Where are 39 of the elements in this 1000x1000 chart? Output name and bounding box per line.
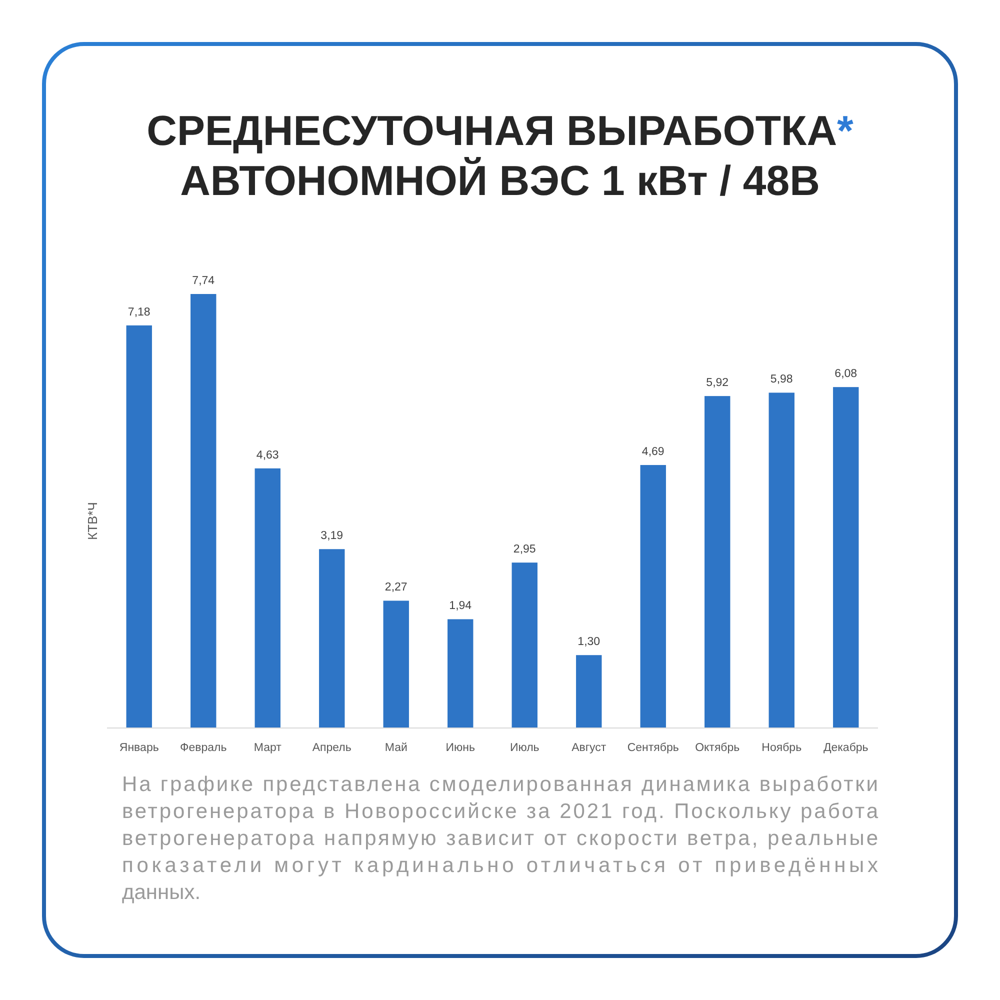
y-axis-title: КТВ*Ч [85, 502, 100, 540]
x-tick-label: Июль [510, 742, 540, 754]
x-tick-label: Сентябрь [627, 742, 679, 754]
x-tick-label: Май [384, 742, 408, 754]
x-tick-label: Январь [119, 742, 159, 754]
x-tick-label: Октябрь [695, 742, 740, 754]
x-tick-label: Июнь [446, 742, 475, 754]
x-tick-label: Август [572, 742, 607, 754]
bar [319, 549, 345, 728]
data-label: 7,74 [192, 275, 216, 287]
x-tick-label: Апрель [312, 742, 352, 754]
data-label: 3,19 [320, 530, 344, 542]
bar [576, 655, 602, 728]
data-label: 1,30 [578, 636, 600, 648]
bar [190, 294, 216, 728]
bar [640, 465, 666, 728]
x-tick-label: Декабрь [823, 742, 868, 754]
bar [512, 562, 538, 728]
x-tick-label: Март [254, 742, 282, 754]
bar [768, 392, 794, 728]
bar [383, 600, 409, 728]
data-label: 4,63 [256, 449, 279, 462]
data-label: 1,94 [449, 600, 472, 612]
data-label: 2,95 [513, 544, 536, 556]
data-label: 4,69 [642, 446, 664, 458]
bar [704, 396, 730, 728]
bar [448, 619, 474, 728]
bar [254, 468, 280, 728]
x-tick-label: Февраль [180, 742, 227, 754]
data-label: 5,92 [706, 377, 729, 390]
bar [833, 387, 859, 728]
x-tick-label: Ноябрь [762, 742, 802, 754]
data-label: 6,08 [834, 368, 858, 380]
text: На графике представлена смоделированная динамика выработки ветрогенератора в Новороссийске за 2021 год. Поскольку работа ветрогенератора напрямую зависит от скорости ветра, реальные показатели могут кардинально отличаться от приведённых данных. [122, 773, 878, 904]
data-label: 5,98 [770, 374, 793, 386]
data-label: 7,18 [128, 306, 150, 318]
bar [126, 325, 152, 728]
chart-title: СРЕДНЕСУТОЧНАЯ ВЫРАБОТКА* АВТОНОМНОЙ ВЭС 1 кВт / 48В [146, 107, 854, 204]
data-label: 2,27 [384, 582, 408, 594]
